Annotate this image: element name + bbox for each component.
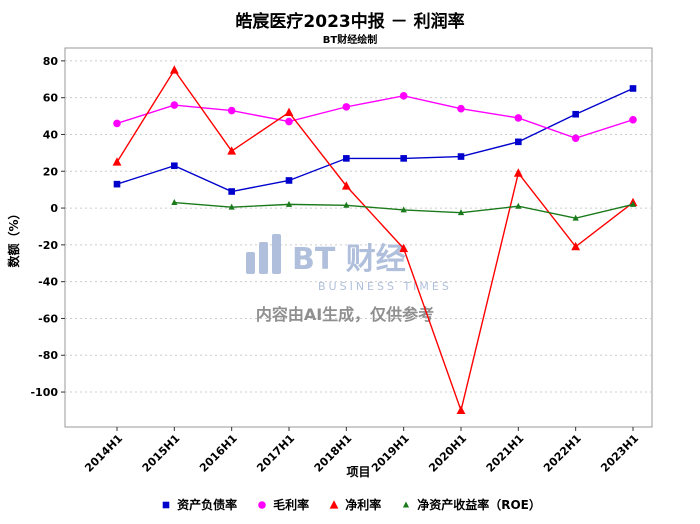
y-tick-label: -100	[30, 386, 58, 399]
data-point-marker	[162, 501, 170, 508]
data-point-marker	[342, 103, 351, 111]
legend-label: 资产负债率	[177, 498, 238, 512]
data-point-marker	[400, 206, 407, 213]
data-point-marker	[571, 134, 580, 142]
data-point-marker	[227, 146, 237, 155]
data-point-marker	[457, 209, 465, 216]
data-point-marker	[228, 188, 235, 195]
data-point-marker	[228, 203, 235, 210]
legend-marker-icon	[403, 501, 410, 507]
watermark-brand-text: BT 财经	[292, 242, 406, 277]
legend-label: 毛利率	[273, 498, 310, 512]
series-line	[112, 65, 638, 415]
x-tick-label: 2017H1	[254, 432, 297, 475]
data-point-marker	[629, 200, 637, 207]
data-point-marker	[456, 405, 466, 415]
data-point-marker	[258, 500, 266, 509]
data-point-marker	[515, 202, 522, 209]
legend-label: 净资产收益率（ROE）	[417, 498, 541, 512]
y-tick-label: 40	[43, 128, 59, 141]
data-point-marker	[403, 501, 410, 507]
x-tick-label: 2020H1	[426, 432, 469, 475]
data-point-marker	[343, 201, 350, 208]
data-point-marker	[457, 104, 465, 113]
x-tick-label: 2022H1	[541, 432, 584, 475]
data-point-marker	[285, 177, 293, 184]
data-point-marker	[572, 110, 579, 118]
data-point-marker	[341, 181, 351, 190]
legend-item: 毛利率	[255, 496, 309, 513]
series-line	[113, 92, 637, 142]
series-line	[171, 199, 637, 221]
legend-item: 资产负债率	[159, 496, 237, 513]
y-tick-label: 0	[50, 202, 58, 215]
data-point-marker	[329, 499, 339, 509]
data-point-marker	[571, 241, 581, 251]
data-point-marker	[112, 157, 122, 166]
chart-title: 皓宸医疗2023中报 － 利润率	[235, 12, 465, 32]
bt-logo-icon	[246, 234, 281, 274]
chart-series-layer	[112, 65, 638, 415]
data-point-marker	[515, 138, 522, 146]
data-point-marker	[169, 65, 179, 74]
data-point-marker	[399, 243, 409, 253]
legend-item: 净资产收益率（ROE）	[399, 496, 541, 513]
data-point-marker	[457, 153, 465, 160]
data-point-marker	[513, 168, 523, 177]
plot-area	[64, 47, 653, 428]
data-point-marker	[343, 155, 350, 162]
x-tick-label: 2014H1	[82, 432, 125, 475]
x-axis-title: 项目	[346, 465, 370, 479]
y-tick-label: -60	[38, 312, 58, 325]
y-tick-label: 20	[43, 165, 59, 178]
y-axis-title: 数额（%）	[6, 207, 21, 267]
x-tick-label: 2016H1	[197, 432, 240, 475]
y-tick-label: -80	[38, 349, 58, 362]
data-point-marker	[170, 101, 179, 109]
legend-marker-icon	[329, 499, 339, 509]
data-point-marker	[629, 85, 637, 92]
data-point-marker	[171, 162, 178, 170]
x-tick-label: 2023H1	[598, 432, 641, 475]
data-point-marker	[514, 114, 523, 122]
x-tick-label: 2015H1	[140, 432, 183, 475]
y-tick-label: 60	[43, 92, 59, 105]
data-point-marker	[171, 199, 178, 206]
legend-marker-icon	[162, 501, 170, 508]
x-tick-label: 2019H1	[369, 432, 412, 475]
legend-marker-icon	[258, 500, 266, 509]
y-tick-label: -20	[38, 239, 58, 252]
y-tick-label: 80	[43, 55, 59, 68]
profit-chart: 80 60 40 20 0 -20 -40 -60 -80 -100 2014H1 2015H1 201…	[6, 47, 653, 479]
data-point-marker	[113, 180, 121, 188]
chart-legend: 资产负债率 毛利率 净利率 净资产收益率（ROE）	[0, 496, 700, 513]
y-tick-label: -40	[38, 276, 58, 289]
legend-label: 净利率	[345, 498, 382, 512]
watermark-brand-subtext: BUSINESS TIMES	[318, 280, 452, 293]
legend-item: 净利率	[327, 496, 381, 513]
data-point-marker	[285, 200, 293, 207]
chart-subtitle: BT财经绘制	[322, 35, 378, 46]
data-point-marker	[629, 115, 637, 124]
data-point-marker	[284, 107, 294, 116]
x-tick-label: 2021H1	[484, 432, 527, 475]
watermark-notice: 内容由AI生成，仅供参考	[256, 305, 434, 324]
data-point-marker	[227, 106, 236, 115]
data-point-marker	[113, 119, 121, 128]
data-point-marker	[572, 214, 579, 221]
data-point-marker	[399, 92, 408, 100]
data-point-marker	[400, 155, 407, 162]
data-point-marker	[285, 117, 293, 126]
